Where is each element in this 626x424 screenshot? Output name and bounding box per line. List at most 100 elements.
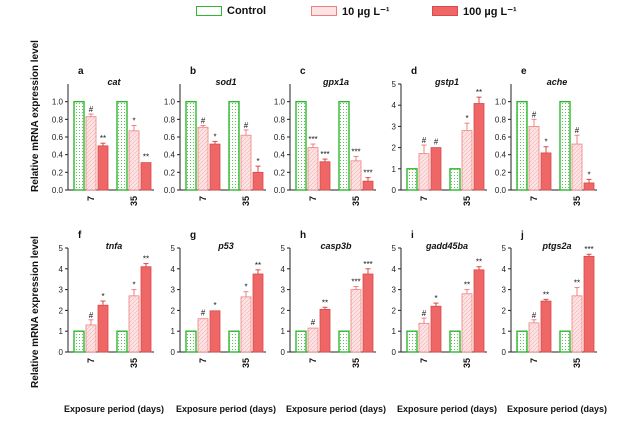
legend-label-low: 10 µg L⁻¹ [342, 6, 390, 18]
panel-a-y-tick-label: 0.4 [52, 151, 64, 160]
panel-g-bar [240, 296, 252, 353]
panel-h-significance-label: *** [351, 277, 360, 286]
panel-h-bar [319, 308, 331, 353]
panel-g-significance-label: * [213, 301, 216, 310]
panel-h-bar [307, 327, 319, 353]
panel-e-category-label: 35 [572, 196, 582, 206]
panel-f-significance-label: * [132, 281, 135, 290]
panel-a-bar [128, 130, 140, 191]
panel-d-y-tick-label: 3 [392, 122, 397, 131]
panel-g-significance-label: ** [255, 261, 261, 270]
panel-b-category-label: 7 [198, 196, 208, 201]
panel-a-y-tick-label: 0.2 [52, 168, 64, 177]
panel-b-y-tick-label: 0.2 [164, 168, 176, 177]
panel-i-y-tick-label: 3 [392, 286, 397, 295]
panel-i-title: gadd45ba [425, 241, 468, 251]
panel-g-bar [228, 330, 240, 353]
panel-d-significance-label: # [434, 138, 439, 147]
panel-a-letter: a [78, 66, 84, 77]
panel-j-bar [583, 255, 595, 353]
panel-g-x-axis-label: Exposure period (days) [176, 404, 276, 414]
panel-j-significance-label: *** [584, 245, 593, 254]
panel-i-bar [406, 330, 418, 353]
panel-h-y-tick-label: 1 [281, 327, 286, 336]
panel-d-bar [449, 168, 461, 191]
panel-b-significance-label: * [256, 157, 259, 166]
panel-h-bar [350, 289, 362, 353]
panel-j-significance-label: ** [574, 279, 580, 288]
panel-f-letter: f [78, 230, 82, 241]
legend: Control 10 µg L⁻¹ 100 µg L⁻¹ [0, 0, 626, 22]
panel-f-y-tick-label: 0 [59, 348, 64, 357]
panel-d-bar [406, 168, 418, 191]
panel-h-y-tick-label: 3 [281, 286, 286, 295]
panel-i-y-tick-label: 2 [392, 306, 397, 315]
panel-j-y-tick-label: 0 [502, 348, 507, 357]
panel-e-y-tick-label: 0.8 [495, 115, 507, 124]
panel-f-y-tick-label: 5 [59, 244, 64, 253]
panel-c-letter: c [300, 66, 306, 77]
panel-c-bar [319, 161, 331, 191]
panel-f-bar [128, 295, 140, 353]
panel-c-significance-label: *** [351, 147, 360, 156]
panel-h-bar [362, 273, 374, 353]
panel-a-significance-label: * [132, 117, 135, 126]
panel-g-category-label: 7 [198, 358, 208, 363]
panel-f-significance-label: * [101, 292, 104, 301]
panel-d-category-label: 7 [419, 196, 429, 201]
panel-b-bar [185, 100, 197, 191]
panel-e-significance-label: # [575, 126, 580, 135]
panel-i-x-axis-label: Exposure period (days) [397, 404, 497, 414]
panel-j-letter: j [520, 230, 524, 241]
panel-f-x-axis-label: Exposure period (days) [64, 404, 164, 414]
panel-a-y-tick-label: 1.0 [52, 98, 64, 107]
panel-h-significance-label: ** [322, 298, 328, 307]
panel-d-category-label: 35 [462, 196, 472, 206]
panel-f-significance-label: # [89, 311, 94, 320]
panel-g-significance-label: # [201, 309, 206, 318]
panel-j-category-label: 35 [572, 358, 582, 368]
panel-b-bar [228, 100, 240, 191]
panel-b-y-tick-label: 0.6 [164, 133, 176, 142]
panel-i-bar [461, 293, 473, 353]
panel-b-y-tick-label: 0.8 [164, 115, 176, 124]
panel-h-title: casp3b [320, 241, 352, 251]
panel-h-x-axis-label: Exposure period (days) [286, 404, 386, 414]
panel-a-category-label: 35 [129, 196, 139, 206]
panel-j-title: ptgs2a [541, 241, 571, 251]
panel-j-bar [540, 300, 552, 353]
legend-swatch-high [432, 6, 458, 16]
panel-b-y-tick-label: 0.0 [164, 186, 176, 195]
panel-e-title: ache [547, 77, 568, 87]
panel-c-significance-label: *** [320, 150, 329, 159]
panel-i-bar [449, 330, 461, 353]
panel-c-bar [362, 180, 374, 191]
panel-j-y-tick-label: 3 [502, 286, 507, 295]
panel-c-y-tick-label: 0.2 [274, 168, 286, 177]
panel-f-y-tick-label: 2 [59, 306, 64, 315]
panel-d-letter: d [411, 66, 417, 77]
panel-e-y-tick-label: 1.0 [495, 98, 507, 107]
panel-c-y-tick-label: 0.0 [274, 186, 286, 195]
panel-h-significance-label: *** [363, 260, 372, 269]
panel-b-significance-label: # [201, 117, 206, 126]
legend-swatch-control [196, 6, 222, 16]
panel-c-bar [295, 100, 307, 191]
panel-f-category-label: 35 [129, 358, 139, 368]
panel-g-y-tick-label: 5 [171, 244, 176, 253]
panel-j-significance-label: # [532, 311, 537, 320]
panel-h-y-tick-label: 0 [281, 348, 286, 357]
panel-b-bar [209, 143, 221, 191]
panel-d-y-tick-label: 0 [392, 186, 397, 195]
panel-b-letter: b [190, 66, 196, 77]
panel-e-significance-label: * [587, 170, 590, 179]
panel-f-bar [85, 324, 97, 353]
panel-b-title: sod1 [215, 77, 236, 87]
panel-c-bar [338, 100, 350, 191]
panel-b-bar [240, 134, 252, 191]
legend-swatch-low [311, 6, 337, 16]
panel-g-y-tick-label: 2 [171, 306, 176, 315]
panel-c-bar [307, 147, 319, 191]
panel-a-y-tick-label: 0.8 [52, 115, 64, 124]
